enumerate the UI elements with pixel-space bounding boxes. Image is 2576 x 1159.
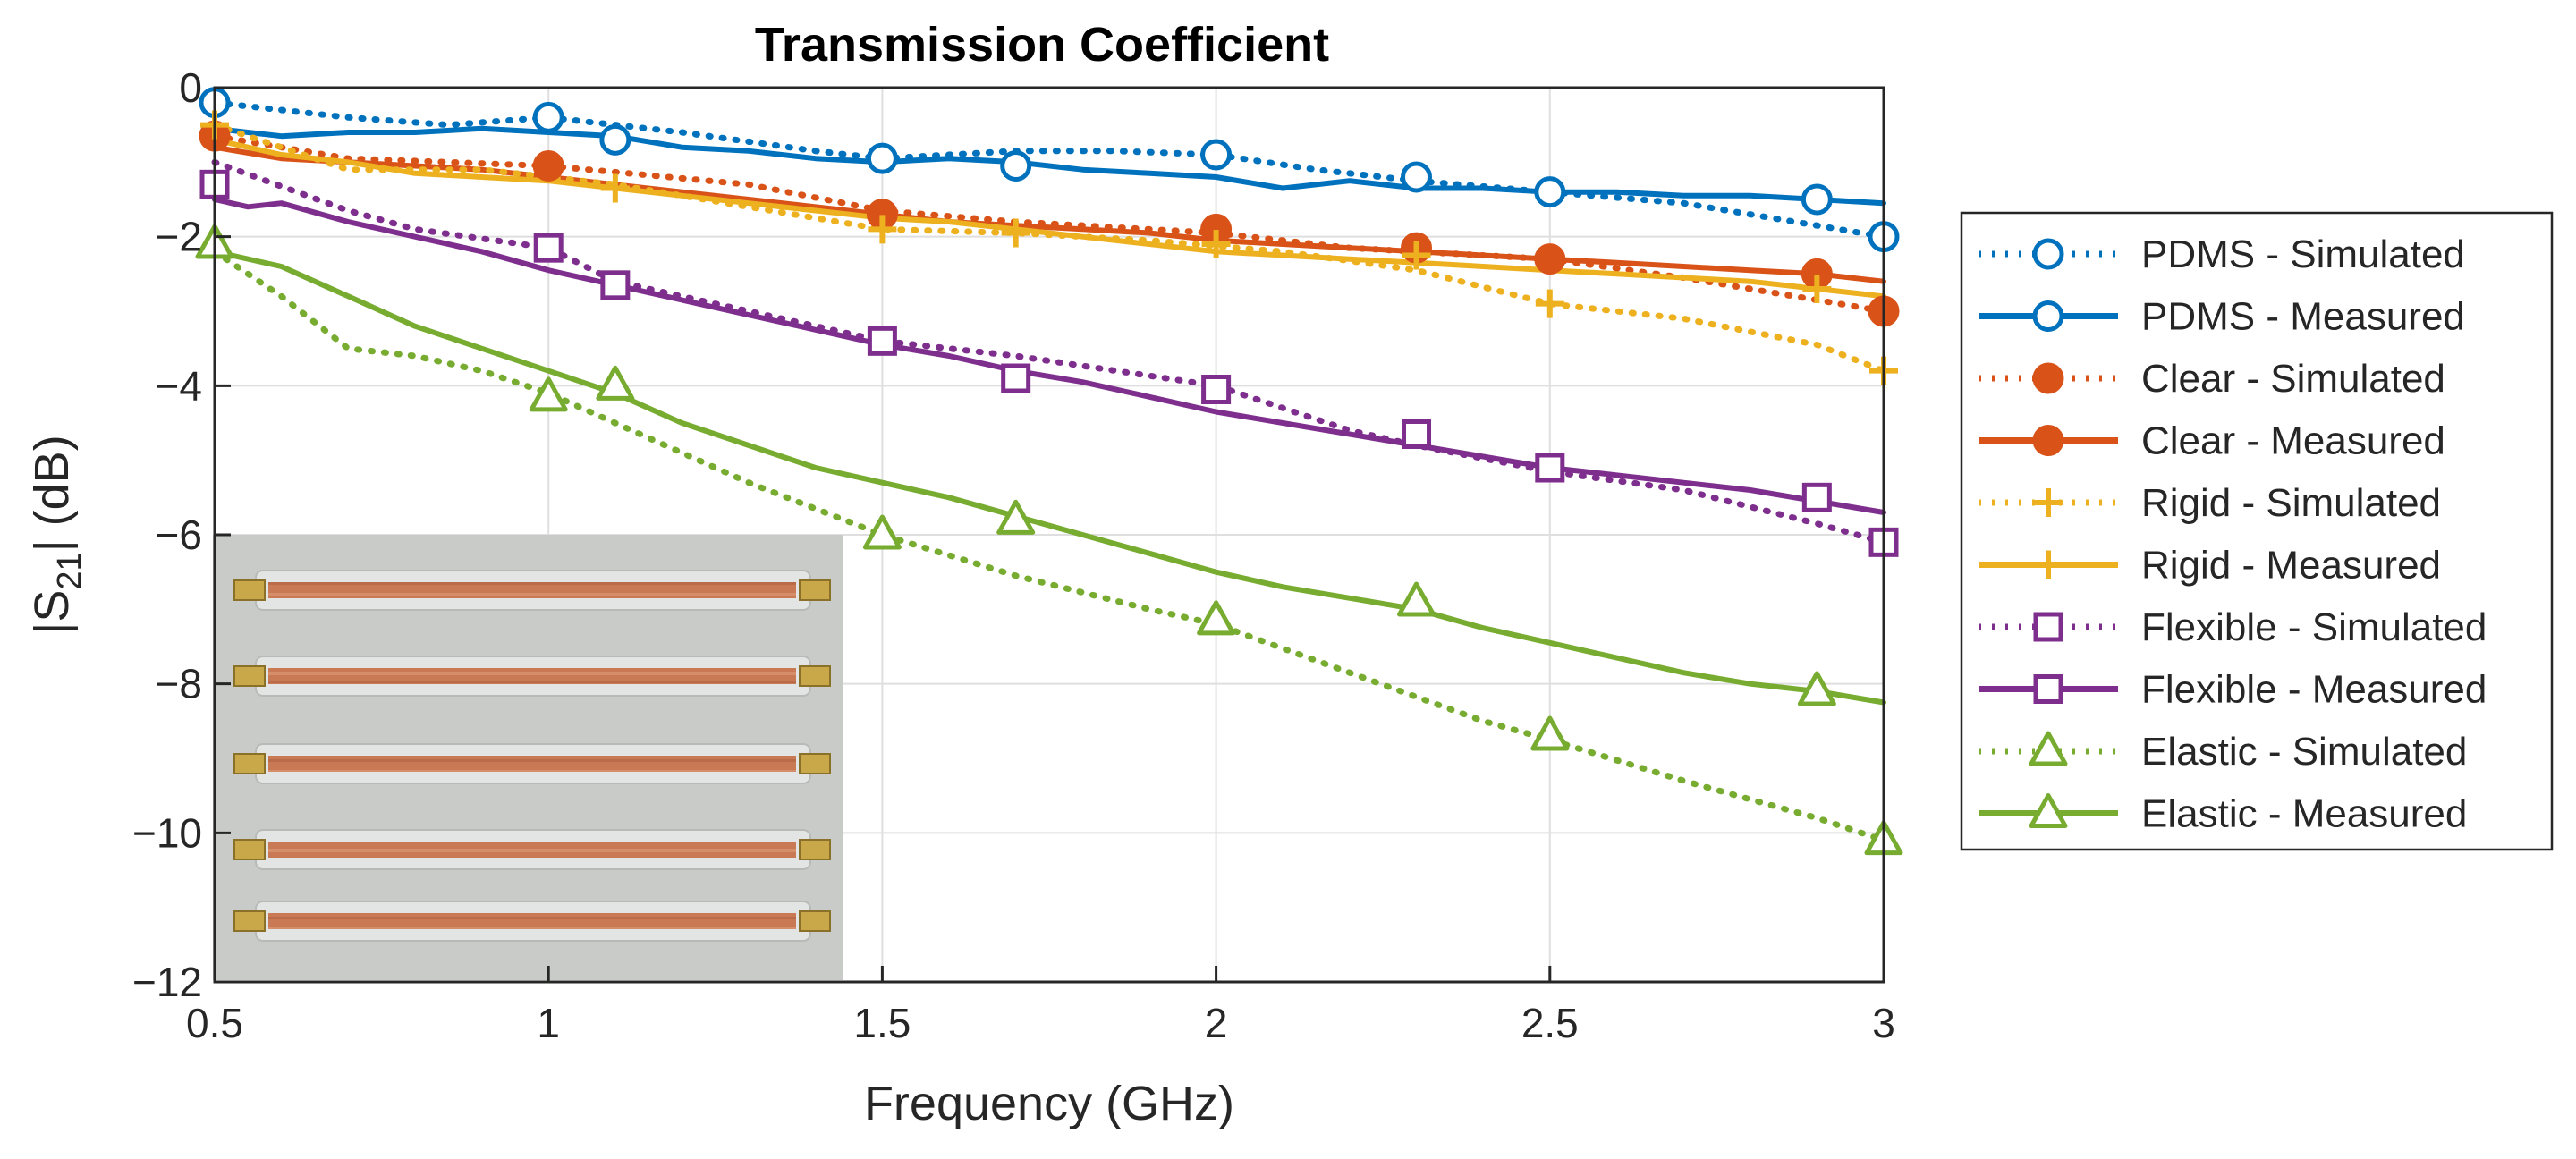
inset-connector-left	[233, 665, 266, 687]
series-marker-pdms-simulated	[866, 142, 898, 174]
series-line-elastic-measured	[212, 249, 1886, 706]
y-tick-label: −2	[156, 214, 202, 260]
y-tick-label: 0	[179, 64, 202, 111]
series-marker-flexible-simulated	[1001, 363, 1031, 393]
series-marker-pdms-simulated	[599, 123, 631, 156]
series-marker-rigid-simulated	[1402, 241, 1431, 270]
legend-marker-rigid-measured	[2034, 550, 2063, 580]
inset-copper-strip	[268, 668, 796, 684]
series-marker-elastic-simulated	[529, 376, 568, 412]
series-marker-flexible-simulated	[1801, 482, 1832, 512]
inset-connector-right	[799, 839, 831, 860]
legend-label-pdms-measured: PDMS - Measured	[2141, 295, 2465, 339]
y-tick-label: −4	[156, 362, 202, 409]
series-marker-elastic-simulated	[1797, 671, 1836, 706]
legend-label-flexible-simulated: Flexible - Simulated	[2141, 605, 2487, 649]
x-tick-label: 3	[1872, 1000, 1895, 1046]
legend-marker-elastic-measured	[2029, 793, 2068, 828]
inset-connector-left	[233, 910, 266, 932]
legend-marker-flexible-simulated	[2033, 612, 2063, 642]
inset-connector-right	[799, 580, 831, 601]
series-marker-rigid-simulated	[600, 173, 630, 203]
inset-connector-right	[799, 910, 831, 932]
legend-label-pdms-simulated: PDMS - Simulated	[2141, 233, 2465, 276]
inset-copper-strip	[268, 842, 796, 858]
inset-connector-left	[233, 839, 266, 860]
legend-label-clear-measured: Clear - Measured	[2141, 419, 2445, 463]
series-marker-clear-simulated	[532, 150, 564, 182]
series-marker-pdms-simulated	[532, 101, 564, 133]
x-tick-label: 1.5	[853, 1000, 911, 1046]
legend-label-rigid-simulated: Rigid - Simulated	[2141, 481, 2441, 525]
y-tick-label: −10	[132, 809, 202, 856]
x-tick-label: 1	[537, 1000, 560, 1046]
series-line-elastic-simulated	[211, 248, 1887, 844]
series-marker-elastic-simulated	[596, 365, 635, 401]
y-axis-title-subscript: 21	[51, 552, 89, 589]
y-axis-title-part2: | (dB)	[25, 435, 79, 552]
legend-label-elastic-measured: Elastic - Measured	[2141, 792, 2467, 836]
series-marker-clear-simulated	[1534, 243, 1566, 275]
y-axis-title: |S21| (dB)	[25, 435, 89, 634]
series-marker-elastic-simulated	[862, 514, 902, 550]
series-marker-flexible-simulated	[1201, 375, 1232, 404]
series-marker-rigid-simulated	[1802, 275, 1832, 303]
legend-label-clear-simulated: Clear - Simulated	[2141, 357, 2445, 401]
inset-copper-strip	[268, 756, 796, 772]
inset-connector-left	[233, 753, 266, 774]
legend-marker-flexible-measured	[2033, 674, 2063, 704]
series-marker-elastic-simulated	[1397, 581, 1436, 617]
x-tick-label: 2	[1205, 1000, 1228, 1046]
series-marker-rigid-simulated	[1535, 289, 1564, 318]
series-line-rigid-measured	[212, 137, 1886, 300]
y-tick-label: −6	[156, 512, 202, 558]
series-marker-elastic-simulated	[1530, 715, 1570, 751]
inset-copper-strip	[268, 582, 796, 598]
legend-marker-clear-measured	[2032, 425, 2064, 456]
series-marker-flexible-simulated	[867, 326, 897, 356]
legend-label-elastic-simulated: Elastic - Simulated	[2141, 730, 2467, 774]
y-axis-title-part1: |S	[25, 590, 79, 635]
legend-label-flexible-measured: Flexible - Measured	[2141, 668, 2487, 712]
legend-marker-rigid-simulated	[2034, 488, 2063, 517]
inset-photo	[213, 535, 843, 980]
inset-connector-right	[799, 665, 831, 687]
series-marker-pdms-simulated	[1200, 139, 1233, 171]
y-tick-label: −12	[132, 959, 202, 1005]
inset-connector-left	[233, 580, 266, 601]
legend-marker-elastic-simulated	[2029, 731, 2068, 766]
x-axis-title: Frequency (GHz)	[864, 1077, 1234, 1130]
y-tick-label: −8	[156, 661, 202, 707]
legend-marker-pdms-measured	[2032, 300, 2064, 332]
series-marker-elastic-simulated	[1197, 600, 1236, 636]
series-marker-pdms-simulated	[1000, 150, 1032, 182]
series-marker-flexible-simulated	[533, 233, 564, 263]
series-lines	[195, 87, 1903, 856]
series-marker-pdms-simulated	[1801, 183, 1833, 216]
series-marker-flexible-simulated	[600, 270, 631, 300]
series-line-pdms-measured	[212, 125, 1886, 207]
legend-marker-pdms-simulated	[2032, 238, 2064, 270]
series-line-flexible-simulated	[211, 158, 1887, 546]
inset-connector-right	[799, 753, 831, 774]
series-marker-flexible-simulated	[1402, 419, 1432, 449]
axis-ticks: 0.5 1 1.5 2 2.5 3 −12 −10 −8 −6 −4 −2 0	[132, 64, 1895, 1046]
legend-marker-clear-simulated	[2032, 362, 2064, 394]
series-marker-rigid-simulated	[868, 215, 897, 244]
series-marker-pdms-simulated	[1401, 161, 1433, 193]
series-marker-pdms-simulated	[1534, 176, 1566, 208]
x-tick-label: 2.5	[1521, 1000, 1579, 1046]
inset-copper-strip	[268, 913, 796, 929]
series-marker-elastic-simulated	[996, 499, 1036, 535]
series-marker-rigid-simulated	[1001, 218, 1030, 248]
legend-label-rigid-measured: Rigid - Measured	[2141, 544, 2441, 588]
series-marker-rigid-simulated	[1201, 230, 1231, 258]
series-line-rigid-simulated	[211, 122, 1887, 375]
x-tick-label: 0.5	[186, 1000, 243, 1046]
legend: PDMS - Simulated PDMS - Measured Clear - S…	[1960, 211, 2554, 851]
chart-title: Transmission Coefficient	[755, 18, 1329, 72]
series-marker-flexible-simulated	[1535, 453, 1565, 483]
